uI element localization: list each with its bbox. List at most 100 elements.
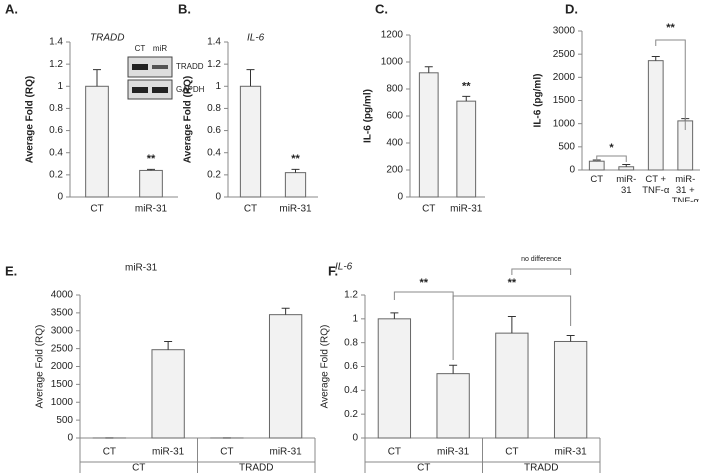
annotation: ** — [508, 277, 517, 289]
error-bar — [164, 340, 173, 350]
bracket — [511, 268, 572, 275]
y-tick-label: 1000 — [381, 57, 404, 68]
y-tick-label: 0.8 — [344, 337, 358, 348]
inset-lane: CT — [135, 44, 146, 53]
bar — [553, 340, 588, 439]
y-tick-label: 1.4 — [207, 37, 221, 48]
x-tick-label: miR-31 — [450, 204, 483, 215]
y-tick-label: 0.4 — [207, 147, 221, 158]
x-tick-label: CT — [388, 447, 401, 458]
panel-label: E. — [5, 263, 17, 278]
y-tick-label: 0.4 — [49, 147, 63, 158]
y-tick-label: 0 — [57, 192, 63, 203]
y-tick-label: 3000 — [51, 325, 74, 336]
bar — [495, 332, 529, 439]
bar — [377, 318, 412, 439]
bar — [284, 172, 307, 198]
x-tick-label: CT + TNF-α — [642, 174, 670, 196]
bar — [618, 166, 635, 171]
y-tick-label: 0 — [569, 165, 575, 176]
x-tick-label: miR-31 — [135, 204, 168, 215]
x-tick-label: miR-31 — [279, 204, 312, 215]
y-axis-label: Average Fold (RQ) — [320, 325, 331, 409]
y-tick-label: 2500 — [51, 343, 74, 354]
chart-title: IL-6 — [335, 262, 353, 273]
y-tick-label: 4000 — [51, 290, 74, 301]
error-bar — [246, 69, 255, 87]
y-tick-label: 1.4 — [49, 37, 63, 48]
panel-label: D. — [565, 1, 578, 16]
annotation: ** — [291, 153, 300, 165]
y-tick-label: 0 — [67, 433, 73, 444]
y-tick-label: 3500 — [51, 308, 74, 319]
y-tick-label: 0.6 — [344, 361, 358, 372]
y-tick-label: 2500 — [553, 49, 576, 60]
bar — [239, 85, 262, 198]
x-tick-label: CT — [505, 447, 518, 458]
error-bar — [93, 69, 101, 87]
error-bar — [291, 168, 300, 173]
x-tick-label: CT — [244, 204, 257, 215]
y-tick-label: 500 — [558, 141, 575, 152]
x-tick-label: miR-31 — [616, 174, 637, 196]
y-tick-label: 1000 — [51, 397, 74, 408]
error-bar — [507, 315, 516, 334]
bracket — [655, 39, 686, 130]
group-label: TRADD — [239, 463, 273, 474]
y-tick-label: 600 — [386, 111, 403, 122]
group-label: CT — [417, 463, 430, 474]
bar — [151, 349, 185, 439]
x-tick-label: CT — [590, 174, 604, 185]
y-tick-label: 500 — [56, 415, 73, 426]
error-bar — [566, 335, 575, 342]
y-axis-label: Average Fold (RQ) — [35, 325, 46, 409]
blot-band — [132, 64, 148, 70]
x-tick-label: miR-31 — [555, 447, 588, 458]
blot-band — [127, 56, 173, 78]
x-tick-label: CT — [90, 204, 103, 215]
panel-label: C. — [375, 1, 388, 16]
annotation: ** — [147, 153, 156, 165]
error-bar — [424, 66, 433, 73]
annotation: ** — [419, 277, 428, 289]
error-bar — [147, 168, 155, 171]
x-tick-label: CT — [422, 204, 435, 215]
bar — [436, 373, 470, 439]
y-tick-label: 1500 — [51, 379, 74, 390]
bracket — [452, 295, 572, 360]
y-tick-label: 800 — [386, 84, 403, 95]
blot-band — [152, 65, 168, 69]
y-tick-label: 0.6 — [49, 125, 63, 136]
y-tick-label: 400 — [386, 138, 403, 149]
y-tick-label: 0 — [215, 192, 221, 203]
x-tick-label: miR-31 — [152, 447, 185, 458]
blot-band — [152, 87, 168, 93]
inset-band: TRADD — [176, 62, 204, 71]
error-bar — [622, 163, 631, 167]
y-tick-label: 0.2 — [207, 169, 221, 180]
chart-title: miR-31 — [125, 263, 158, 274]
x-tick-label-box: miR-31 + TNF-α — [671, 174, 699, 202]
x-tick-label: CT — [103, 447, 116, 458]
y-tick-label: 3000 — [553, 26, 576, 37]
y-tick-label: 200 — [386, 165, 403, 176]
y-tick-label: 1 — [352, 313, 358, 324]
y-tick-label: 2000 — [553, 72, 576, 83]
x-tick-label: miR-31 + TNF-α — [671, 174, 699, 202]
x-tick-label-box: CT — [590, 174, 604, 185]
inset-band: GAPDH — [176, 85, 205, 94]
y-tick-label: 0.2 — [344, 409, 358, 420]
annotation: ** — [666, 22, 675, 34]
x-tick-label-box: CT + TNF-α — [642, 174, 670, 196]
x-tick-label: miR-31 — [437, 447, 470, 458]
y-axis-label: Average Fold (RQ) — [183, 76, 194, 163]
bar — [268, 314, 303, 439]
y-axis-label: IL-6 (pg/ml) — [363, 89, 374, 143]
y-tick-label: 2000 — [51, 361, 74, 372]
y-tick-label: 1200 — [381, 30, 404, 41]
panel-label: A. — [5, 1, 18, 16]
error-bar — [462, 95, 471, 102]
y-tick-label: 0.2 — [49, 169, 63, 180]
y-axis-label: Average Fold (RQ) — [25, 76, 36, 163]
x-tick-label: miR-31 — [270, 447, 303, 458]
